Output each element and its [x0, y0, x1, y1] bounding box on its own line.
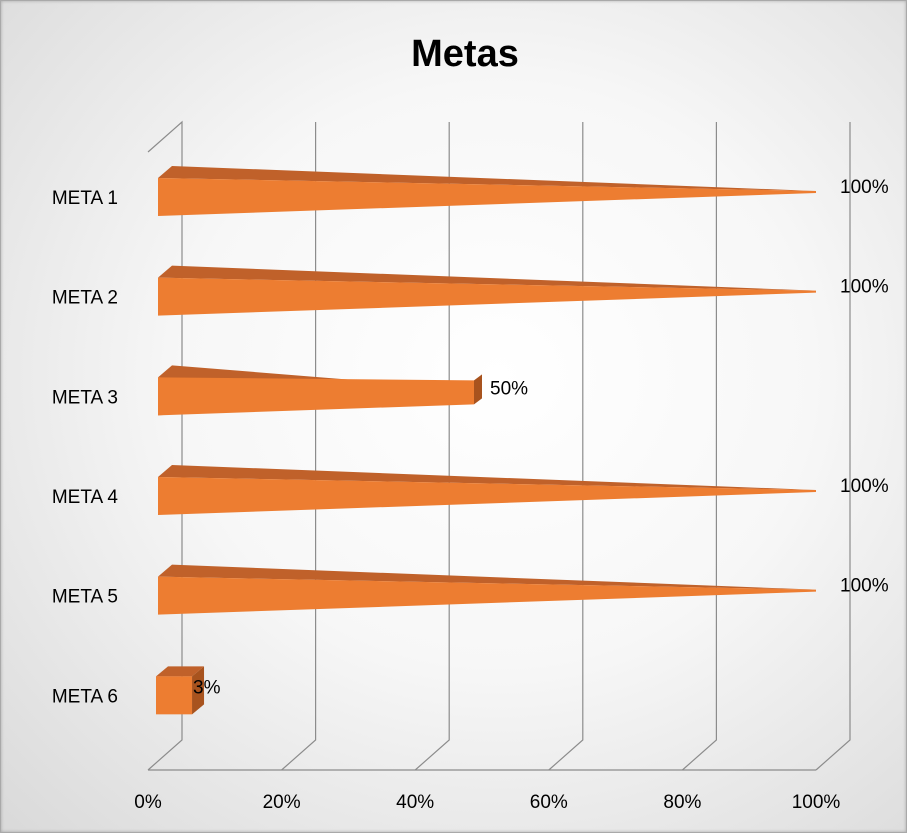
category-label: META 5	[52, 587, 118, 608]
gridline	[281, 122, 317, 771]
gridline	[548, 122, 584, 771]
bar	[158, 576, 816, 615]
data-label: 50%	[490, 378, 528, 399]
category-label: META 1	[52, 188, 118, 209]
x-tick-label: 60%	[530, 792, 568, 813]
bar-top	[158, 465, 816, 490]
category-label: META 6	[52, 686, 118, 707]
bar	[158, 178, 816, 216]
bar-top	[158, 166, 816, 191]
bar-end	[474, 374, 482, 405]
category-label: META 3	[52, 387, 118, 408]
x-tick-label: 100%	[792, 792, 841, 813]
bar-top	[158, 265, 816, 291]
gridline	[414, 122, 450, 771]
gridline	[815, 122, 851, 771]
data-label: 100%	[840, 177, 889, 198]
bar	[158, 377, 474, 416]
axis-wall	[147, 120, 183, 771]
x-tick-label: 40%	[396, 792, 434, 813]
bar-top	[156, 666, 205, 677]
data-label: 100%	[840, 576, 889, 597]
gridline	[682, 122, 717, 771]
data-label: 100%	[840, 476, 889, 497]
chart-title: Metas	[411, 33, 519, 75]
bar	[158, 477, 816, 515]
category-label: META 4	[52, 487, 119, 508]
x-tick-label: 80%	[663, 792, 701, 813]
bar	[158, 277, 816, 316]
data-label: 3%	[193, 677, 221, 698]
x-tick-label: 20%	[263, 792, 301, 813]
x-tick-label: 0%	[134, 792, 162, 813]
data-label: 100%	[840, 277, 889, 298]
bar-top	[158, 564, 816, 590]
category-label: META 2	[52, 288, 118, 309]
bar	[156, 676, 193, 715]
bar-side	[192, 666, 205, 715]
